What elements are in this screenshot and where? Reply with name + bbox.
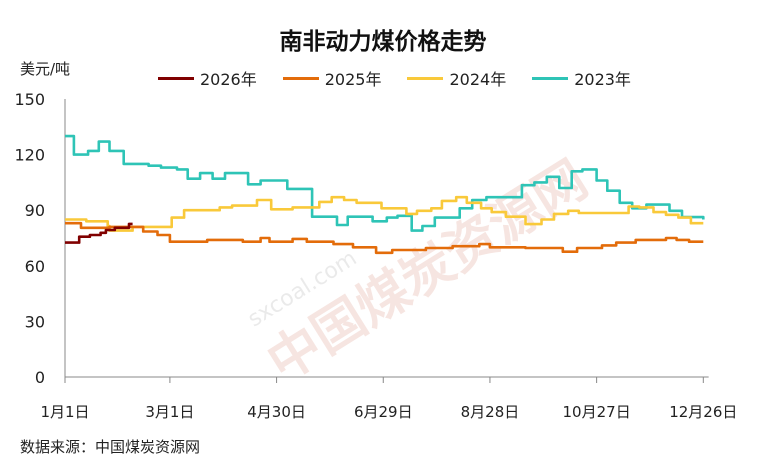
legend-label: 2025年 bbox=[324, 70, 382, 89]
legend-swatch bbox=[532, 76, 569, 80]
x-tick-label: 4月30日 bbox=[247, 403, 306, 421]
x-tick-label: 3月1日 bbox=[145, 403, 194, 421]
x-tick-label: 8月28日 bbox=[461, 403, 520, 421]
legend-item-2024[interactable]: 2024年 bbox=[407, 66, 506, 90]
legend-swatch bbox=[158, 76, 194, 80]
data-source: 数据来源：中国煤炭资源网 bbox=[20, 438, 201, 456]
legend-label: 2023年 bbox=[574, 70, 631, 89]
series-line-2024 bbox=[65, 195, 704, 232]
x-tick-label: 6月29日 bbox=[354, 403, 413, 421]
legend: 2026年 2025年 2024年 2023年 bbox=[158, 66, 631, 90]
series-line-2023 bbox=[65, 134, 705, 232]
y-tick-label: 120 bbox=[14, 146, 45, 165]
x-tick-label: 1月1日 bbox=[40, 403, 89, 421]
legend-label: 2026年 bbox=[200, 70, 257, 89]
watermark: 中国煤炭资源网 sxcoal.com bbox=[244, 150, 598, 394]
legend-item-2023[interactable]: 2023年 bbox=[532, 66, 631, 90]
series-line-2026 bbox=[65, 222, 133, 244]
legend-item-2025[interactable]: 2025年 bbox=[282, 66, 382, 90]
y-tick-label: 60 bbox=[25, 257, 45, 276]
y-axis-unit-label: 美元/吨 bbox=[20, 60, 71, 78]
legend-label: 2024年 bbox=[449, 70, 507, 89]
x-tick-label: 10月27日 bbox=[563, 403, 631, 421]
y-tick-label: 150 bbox=[14, 90, 45, 109]
legend-swatch bbox=[407, 76, 444, 80]
y-tick-label: 0 bbox=[35, 368, 45, 387]
x-tick-label: 12月26日 bbox=[669, 403, 737, 421]
series-line-2025 bbox=[65, 221, 704, 255]
legend-item-2026[interactable]: 2026年 bbox=[158, 66, 257, 90]
legend-swatch bbox=[282, 76, 319, 80]
y-tick-label: 30 bbox=[25, 312, 45, 331]
chart-title: 南非动力煤价格走势 bbox=[279, 29, 487, 55]
y-tick-label: 90 bbox=[25, 201, 45, 220]
